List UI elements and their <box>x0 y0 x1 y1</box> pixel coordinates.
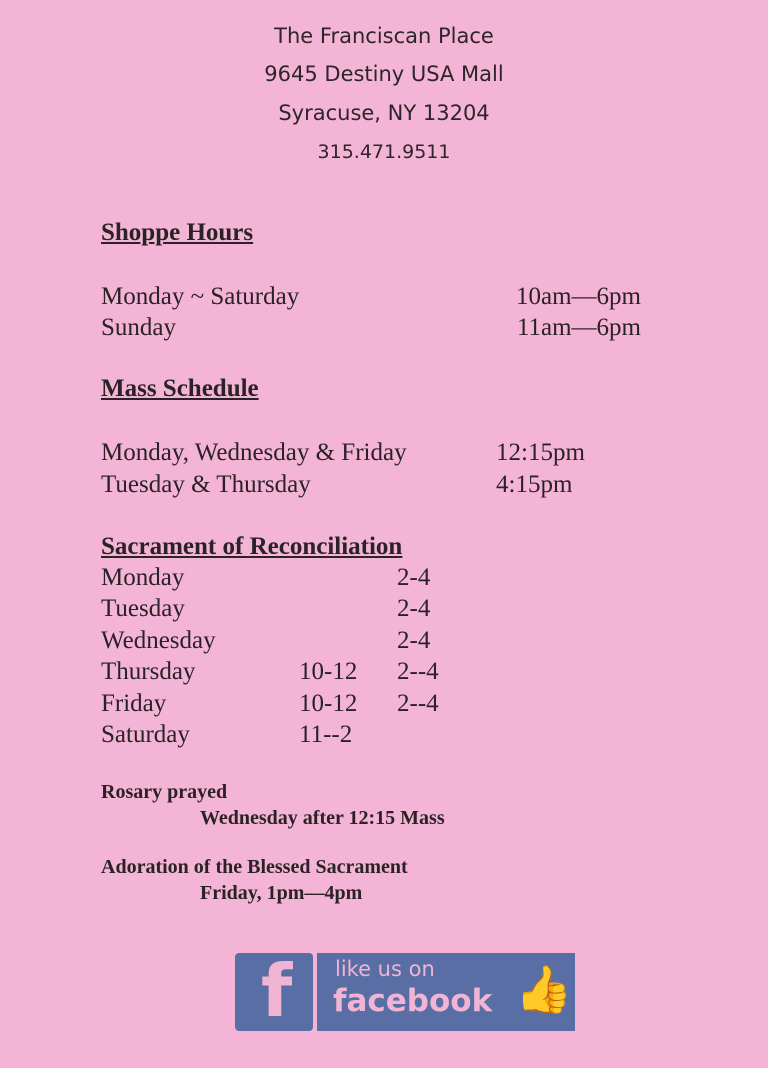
facebook-f-icon: f <box>235 953 313 1031</box>
hours-day: Sunday <box>101 314 176 341</box>
store-phone: 315.471.9511 <box>317 141 451 163</box>
reconciliation-morning: 11--2 <box>299 721 353 748</box>
mass-time: 4:15pm <box>496 471 573 498</box>
shoppe-hours-heading: Shoppe Hours <box>101 219 254 246</box>
reconciliation-afternoon: 2-4 <box>397 626 431 654</box>
rosary-detail: Wednesday after 12:15 Mass <box>200 807 445 829</box>
reconciliation-day: Thursday <box>101 658 196 686</box>
mass-time: 12:15pm <box>496 439 585 466</box>
facebook-line1: like us on <box>335 957 435 981</box>
store-city: Syracuse, NY 13204 <box>278 101 490 125</box>
reconciliation-day: Friday <box>101 689 167 717</box>
mass-schedule-heading: Mass Schedule <box>101 375 259 402</box>
facebook-like-button[interactable]: f like us on facebook 👍 <box>235 953 575 1031</box>
reconciliation-morning: 10-12 <box>299 658 358 686</box>
store-address: 9645 Destiny USA Mall <box>264 62 504 86</box>
reconciliation-afternoon: 2-4 <box>397 595 431 623</box>
store-name: The Franciscan Place <box>274 24 494 48</box>
facebook-line2: facebook <box>333 983 493 1019</box>
adoration-heading: Adoration of the Blessed Sacrament <box>101 856 408 878</box>
reconciliation-day: Wednesday <box>101 626 216 654</box>
hours-time: 10am—6pm <box>516 283 641 310</box>
rosary-heading: Rosary prayed <box>101 781 228 803</box>
reconciliation-heading: Sacrament of Reconciliation <box>101 533 403 560</box>
reconciliation-day: Monday <box>101 564 185 591</box>
reconciliation-day: Saturday <box>101 721 190 748</box>
reconciliation-afternoon: 2--4 <box>397 689 439 717</box>
mass-day: Tuesday & Thursday <box>101 471 311 498</box>
reconciliation-day: Tuesday <box>101 595 185 623</box>
adoration-detail: Friday, 1pm—4pm <box>200 882 363 904</box>
reconciliation-afternoon: 2--4 <box>397 658 439 686</box>
reconciliation-morning: 10-12 <box>299 689 358 717</box>
hours-day: Monday ~ Saturday <box>101 283 300 310</box>
hours-time: 11am—6pm <box>516 314 641 341</box>
thumbs-up-icon: 👍 <box>515 964 573 1015</box>
reconciliation-afternoon: 2-4 <box>397 564 431 591</box>
mass-day: Monday, Wednesday & Friday <box>101 439 407 466</box>
